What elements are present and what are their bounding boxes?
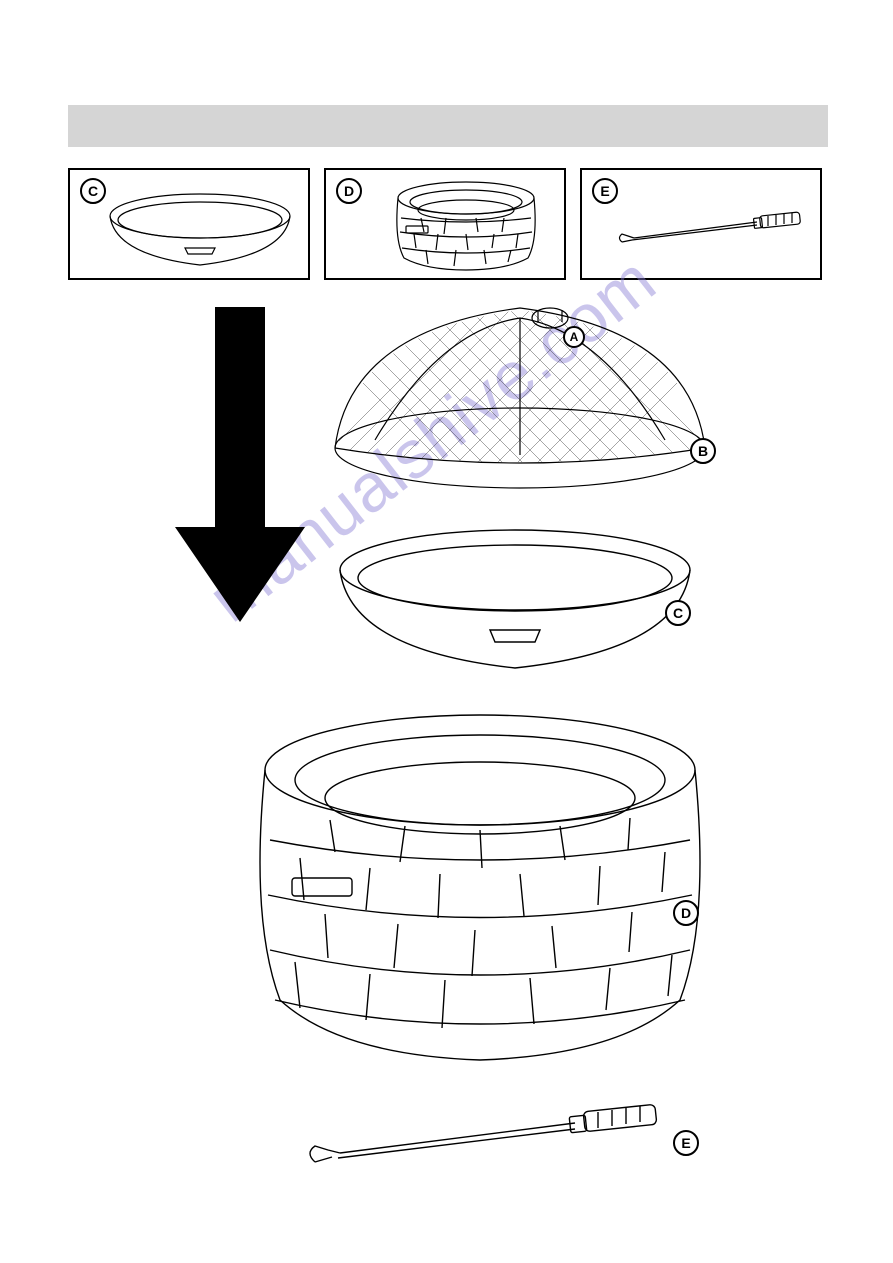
stone-base-icon	[326, 170, 568, 282]
part-label: D	[336, 178, 362, 204]
label-e: E	[673, 1130, 699, 1156]
parts-row: C D	[68, 168, 822, 280]
part-box-c: C	[68, 168, 310, 280]
part-label-text: E	[600, 183, 609, 199]
label-c: C	[665, 600, 691, 626]
label-d-text: D	[681, 905, 691, 921]
label-b: B	[690, 438, 716, 464]
label-d: D	[673, 900, 699, 926]
part-label: C	[80, 178, 106, 204]
part-label: E	[592, 178, 618, 204]
label-a-text: A	[570, 330, 579, 344]
label-c-text: C	[673, 605, 683, 621]
label-e-text: E	[681, 1135, 690, 1151]
assembly-diagram	[120, 300, 770, 1200]
label-b-text: B	[698, 443, 708, 459]
label-a: A	[563, 326, 585, 348]
part-box-d: D	[324, 168, 566, 280]
part-label-text: D	[344, 183, 354, 199]
exploded-view: A B C D E	[120, 300, 770, 1200]
part-box-e: E	[580, 168, 822, 280]
header-bar	[68, 105, 828, 147]
poker-icon	[582, 170, 824, 282]
fire-bowl-icon	[70, 170, 312, 282]
part-label-text: C	[88, 183, 98, 199]
